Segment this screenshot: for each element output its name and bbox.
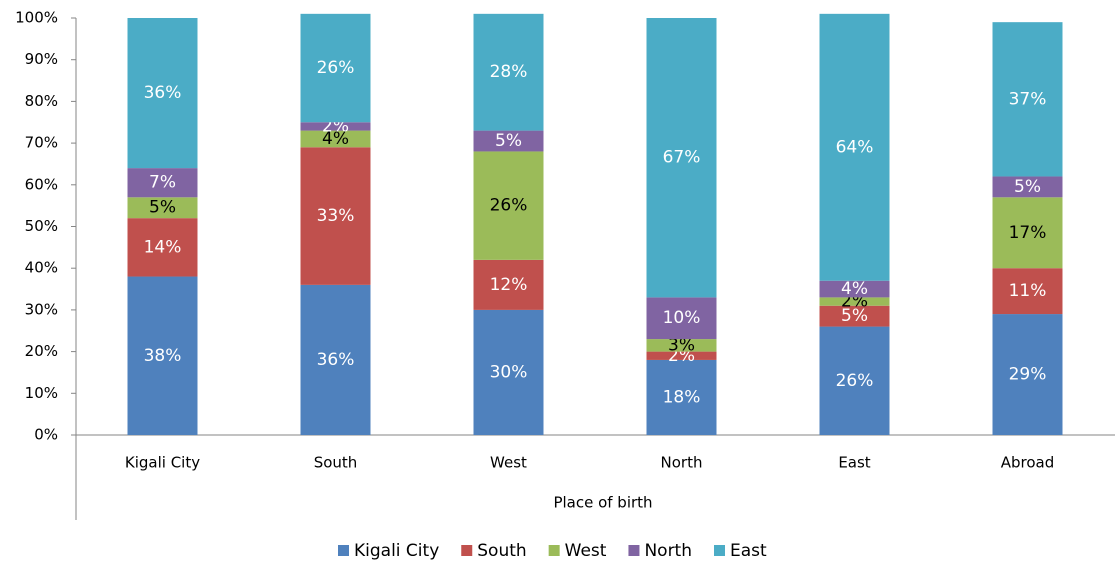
y-tick-label: 100% (15, 9, 58, 27)
bar-segment (127, 218, 198, 277)
data-label: 3% (668, 335, 695, 355)
data-label: 36% (144, 83, 182, 103)
data-label: 17% (1009, 223, 1047, 243)
bar-segment (819, 305, 890, 327)
bar-segment (992, 176, 1063, 198)
data-label: 10% (663, 308, 701, 328)
y-tick-label: 70% (25, 134, 58, 152)
data-label: 67% (663, 148, 701, 168)
data-label: 26% (490, 196, 528, 216)
bar-segment (819, 280, 890, 298)
data-label: 4% (841, 279, 868, 299)
bar-segment (127, 18, 198, 169)
data-label: 38% (144, 346, 182, 366)
data-label: 36% (317, 350, 355, 370)
y-tick-label: 80% (25, 92, 58, 110)
legend-label: South (477, 541, 526, 561)
bar-segment (646, 339, 717, 352)
y-tick-label: 30% (25, 300, 58, 318)
bar-segment (992, 268, 1063, 315)
data-label: 30% (490, 362, 528, 382)
data-label: 5% (841, 306, 868, 326)
legend-label: West (565, 541, 607, 561)
legend-swatch (338, 545, 349, 556)
bar-segment (819, 13, 890, 281)
bar-segment (300, 13, 371, 123)
bar-segment (646, 359, 717, 435)
bar-segment (300, 147, 371, 285)
bar-segment (473, 151, 544, 260)
legend-swatch (714, 545, 725, 556)
x-tick-label: North (661, 454, 703, 472)
data-label: 14% (144, 237, 182, 257)
data-label: 5% (495, 131, 522, 151)
data-label: 26% (317, 58, 355, 78)
data-label: 29% (1009, 365, 1047, 385)
y-tick-label: 90% (25, 50, 58, 68)
y-tick-label: 10% (25, 384, 58, 402)
data-label: 64% (836, 137, 874, 157)
x-tick-label: South (314, 454, 358, 472)
bar-segment (992, 22, 1063, 177)
x-axis-label: Place of birth (553, 494, 652, 512)
data-label: 33% (317, 206, 355, 226)
y-tick-label: 50% (25, 217, 58, 235)
legend-swatch (461, 545, 473, 556)
y-tick-label: 20% (25, 342, 58, 360)
x-tick-label: Abroad (1001, 454, 1055, 472)
bar-segment (127, 197, 198, 219)
bar-segment (127, 168, 198, 198)
y-tick-label: 0% (34, 426, 58, 444)
data-label: 18% (663, 387, 701, 407)
data-label: 7% (149, 173, 176, 193)
data-label: 28% (490, 62, 528, 82)
bar-segment (473, 130, 544, 152)
data-label: 26% (836, 371, 874, 391)
legend-label: North (644, 541, 692, 561)
y-tick-label: 40% (25, 259, 58, 277)
data-label: 37% (1009, 89, 1047, 109)
bar-segment (646, 18, 717, 298)
x-tick-label: East (838, 454, 870, 472)
bar-segment (473, 309, 544, 435)
legend-label: Kigali City (354, 541, 439, 561)
data-label: 5% (149, 198, 176, 218)
legend-swatch (628, 545, 640, 556)
x-tick-label: Kigali City (125, 454, 200, 472)
bar-segment (473, 13, 544, 131)
bar-segment (473, 259, 544, 310)
bar-segment (646, 351, 717, 360)
legend-label: East (730, 541, 767, 561)
bar-segment (646, 297, 717, 340)
bar-segment (819, 297, 890, 306)
x-tick-label: West (490, 454, 527, 472)
bar-segment (300, 130, 371, 148)
bar-segment (300, 284, 371, 435)
bar-segment (819, 326, 890, 435)
data-label: 11% (1009, 281, 1047, 301)
legend-swatch (548, 545, 560, 556)
data-label: 12% (490, 275, 528, 295)
data-label: 4% (322, 129, 349, 149)
bar-segment (992, 314, 1063, 435)
data-label: 5% (1014, 177, 1041, 197)
y-tick-label: 60% (25, 175, 58, 193)
bar-segment (992, 197, 1063, 269)
bar-segment (127, 276, 198, 435)
bar-segment (300, 122, 371, 131)
